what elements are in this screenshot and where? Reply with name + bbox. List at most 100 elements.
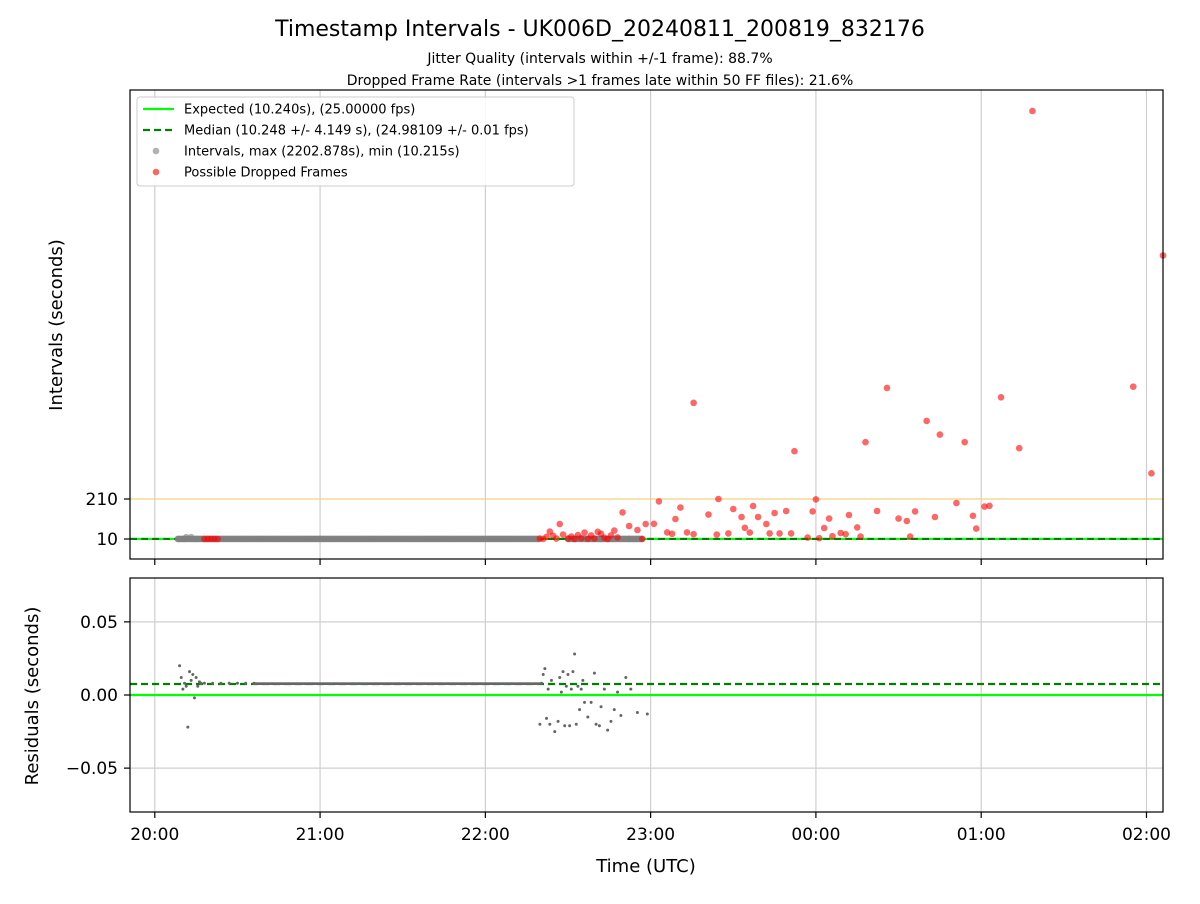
- chart-title: Timestamp Intervals - UK006D_20240811_20…: [274, 17, 925, 42]
- residual-point: [574, 722, 578, 726]
- residual-point: [540, 681, 544, 685]
- residual-point: [183, 681, 187, 685]
- residual-point: [192, 696, 196, 700]
- dropped-frame-point: [672, 515, 679, 523]
- residual-point: [181, 687, 185, 691]
- dropped-frame-point: [642, 520, 649, 528]
- residual-point: [561, 670, 565, 674]
- dropped-frame-point: [986, 502, 993, 510]
- residual-point: [545, 716, 549, 720]
- top-panel-axes: 10 210: [86, 89, 1164, 565]
- residual-point: [189, 678, 193, 682]
- residual-point: [573, 652, 577, 656]
- legend-dropped-marker: [152, 168, 160, 176]
- dropped-frame-point: [746, 529, 754, 536]
- dropped-frame-point: [610, 527, 618, 534]
- residual-point: [219, 681, 223, 685]
- residual-point: [543, 667, 547, 671]
- residual-point: [581, 678, 585, 682]
- chart-subtitle-dropped: Dropped Frame Rate (intervals >1 frames …: [347, 73, 854, 89]
- residual-point: [252, 681, 256, 685]
- residual-point: [558, 675, 562, 679]
- dropped-frame-point: [663, 529, 671, 536]
- dropped-frame-point: [845, 511, 853, 519]
- bottom-y-tick-label: 0.05: [80, 613, 118, 633]
- residual-point: [606, 728, 610, 732]
- bottom-y-tick-label: −0.05: [66, 759, 118, 779]
- dropped-frame-point: [591, 535, 598, 542]
- dropped-frame-point: [820, 524, 828, 532]
- dropped-frame-point: [650, 520, 658, 528]
- dropped-frame-point: [903, 517, 911, 525]
- dropped-frame-point: [683, 529, 691, 536]
- dropped-frame-point: [668, 530, 676, 538]
- top-y-axis-label: Intervals (seconds): [46, 239, 67, 411]
- residual-point: [597, 724, 601, 728]
- dropped-frame-point: [853, 524, 861, 531]
- dropped-frame-point: [923, 417, 930, 425]
- residual-point: [538, 722, 542, 726]
- residual-point: [599, 705, 603, 709]
- dropped-frame-point: [883, 384, 891, 392]
- interval-point: [187, 533, 195, 541]
- residual-point: [184, 684, 188, 688]
- chart-subtitle-jitter: Jitter Quality (intervals within +/-1 fr…: [426, 51, 772, 67]
- x-tick-label-2300: 23:00: [626, 825, 675, 845]
- residual-point: [629, 687, 633, 691]
- dropped-frame-point: [677, 504, 684, 511]
- dropped-frame-point: [754, 513, 762, 521]
- interval-point: [174, 535, 182, 543]
- dropped-frame-point: [809, 508, 816, 515]
- x-tick-label-2100: 21:00: [296, 825, 345, 845]
- bottom-panel-reference-lines: [130, 682, 1163, 697]
- x-tick-label-0100: 01:00: [957, 825, 1006, 845]
- x-tick-label-2000: 20:00: [130, 825, 179, 845]
- legend-dropped-label: Possible Dropped Frames: [184, 166, 348, 181]
- residual-point: [553, 730, 557, 734]
- residual-point: [569, 687, 573, 691]
- legend-intervals-marker: [152, 147, 160, 155]
- x-tick-label-0000: 00:00: [791, 825, 840, 845]
- dropped-frame-point: [729, 505, 737, 513]
- dropped-frame-point: [577, 534, 585, 542]
- dropped-frame-point: [556, 520, 564, 528]
- dropped-frame-point: [961, 438, 968, 446]
- dropped-frame-point: [804, 534, 811, 541]
- dropped-frame-point: [713, 531, 721, 538]
- residual-point: [178, 664, 182, 668]
- residual-point: [571, 670, 575, 674]
- residual-point: [548, 722, 552, 726]
- dropped-frame-point: [931, 513, 939, 521]
- dropped-frame-point: [911, 508, 919, 515]
- residual-point: [568, 724, 572, 728]
- top-y-tick-label: 10: [96, 530, 118, 550]
- residual-point: [566, 673, 570, 677]
- legend-intervals-label: Intervals, max (2202.878s), min (10.215s…: [184, 145, 460, 160]
- dropped-frame-point: [581, 529, 588, 536]
- residual-point: [592, 671, 596, 675]
- residual-point: [546, 687, 550, 691]
- residual-point: [645, 712, 649, 716]
- legend-median-label: Median (10.248 +/- 4.149 s), (24.98109 +…: [184, 124, 529, 139]
- dropped-frame-point: [741, 524, 749, 532]
- residual-point: [612, 708, 616, 712]
- dropped-frame-point: [634, 526, 641, 534]
- residual-point: [602, 687, 606, 691]
- residual-point: [196, 684, 200, 688]
- residual-point: [227, 681, 231, 685]
- interval-point: [192, 535, 200, 543]
- dropped-frame-point: [895, 515, 902, 522]
- residual-point: [211, 681, 215, 685]
- residual-point: [186, 725, 190, 729]
- dropped-frame-point: [981, 503, 988, 510]
- top-y-tick-label: 210: [86, 490, 118, 510]
- dropped-frame-point: [1129, 383, 1137, 390]
- dropped-frame-point: [787, 530, 795, 537]
- dropped-frame-point: [655, 498, 663, 505]
- residual-point: [578, 708, 582, 712]
- residual-point: [586, 715, 590, 719]
- residual-point: [564, 684, 568, 688]
- interval-point: [625, 535, 633, 543]
- residual-point: [609, 719, 613, 723]
